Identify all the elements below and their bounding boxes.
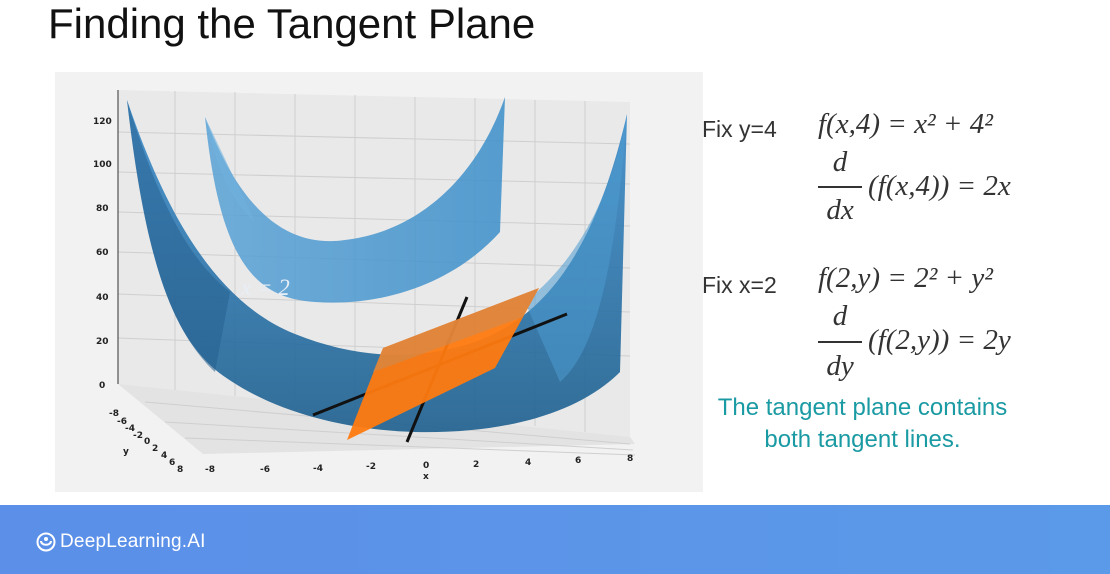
surface-back	[205, 97, 505, 303]
fix-x-derivative-result: (f(2,y)) = 2y	[868, 324, 1011, 356]
z-tick-label: 40	[96, 293, 109, 303]
x-tick-label: 0	[423, 461, 429, 471]
y-tick-label: -2	[133, 431, 143, 441]
slide-title: Finding the Tangent Plane	[48, 0, 536, 47]
z-tick-label: 60	[96, 248, 109, 258]
x-tick-label: -6	[260, 465, 270, 475]
x-tick-label: 4	[525, 458, 531, 468]
note-line-2: both tangent lines.	[764, 426, 961, 453]
footer-bar: DeepLearning.AI	[0, 505, 1110, 574]
tangent-plane-note: The tangent plane contains both tangent …	[690, 392, 1035, 456]
fix-y-fraction-bar	[818, 186, 862, 188]
x-tick-label: 6	[575, 456, 581, 466]
z-tick-label: 80	[96, 204, 109, 214]
z-tick-label: 100	[93, 160, 112, 170]
z-tick-label: 20	[96, 337, 109, 347]
x-axis-label: x	[423, 472, 429, 482]
x-tick-label: -2	[366, 462, 376, 472]
x-tick-label: -4	[313, 464, 323, 474]
z-tick-label: 120	[93, 117, 112, 127]
fix-y-derivative-result: (f(x,4)) = 2x	[868, 170, 1011, 202]
y-tick-label: 6	[169, 458, 175, 468]
surface-plot: 120 100 80 60 40 20 0 -8 -6 -4 -2 0 2 4 …	[55, 72, 703, 492]
fix-x-derivative-denominator: dy	[826, 350, 854, 382]
fix-x-function: f(2,y) = 2² + y²	[818, 262, 993, 294]
deeplearning-logo-icon	[36, 532, 56, 552]
brand-name: DeepLearning.AI	[60, 531, 206, 552]
y-tick-label: -8	[109, 409, 119, 419]
y-tick-label: 0	[144, 437, 150, 447]
y-tick-label: -6	[117, 417, 127, 427]
fix-y-derivative-numerator: d	[832, 146, 848, 178]
fix-x-label: Fix x=2	[702, 272, 777, 298]
brand: DeepLearning.AI	[36, 531, 206, 553]
y-tick-label: -4	[125, 424, 135, 434]
x-tick-label: 2	[473, 460, 479, 470]
fix-y-derivative-denominator: dx	[826, 194, 854, 226]
y-tick-label: 8	[177, 465, 183, 475]
fix-x-derivative-numerator: d	[832, 300, 848, 332]
y-tick-label: 2	[152, 444, 158, 454]
fix-y-label: Fix y=4	[702, 116, 777, 142]
fix-x-fraction-bar	[818, 341, 862, 343]
fix-y-function: f(x,4) = x² + 4²	[818, 108, 993, 140]
z-tick-label: 0	[99, 381, 105, 391]
curve-label: x = 2	[240, 275, 290, 300]
note-line-1: The tangent plane contains	[717, 394, 1008, 421]
y-axis-label: y	[123, 447, 129, 457]
y-tick-label: 4	[161, 451, 167, 461]
x-tick-label: 8	[627, 454, 633, 464]
x-tick-label: -8	[205, 465, 215, 475]
